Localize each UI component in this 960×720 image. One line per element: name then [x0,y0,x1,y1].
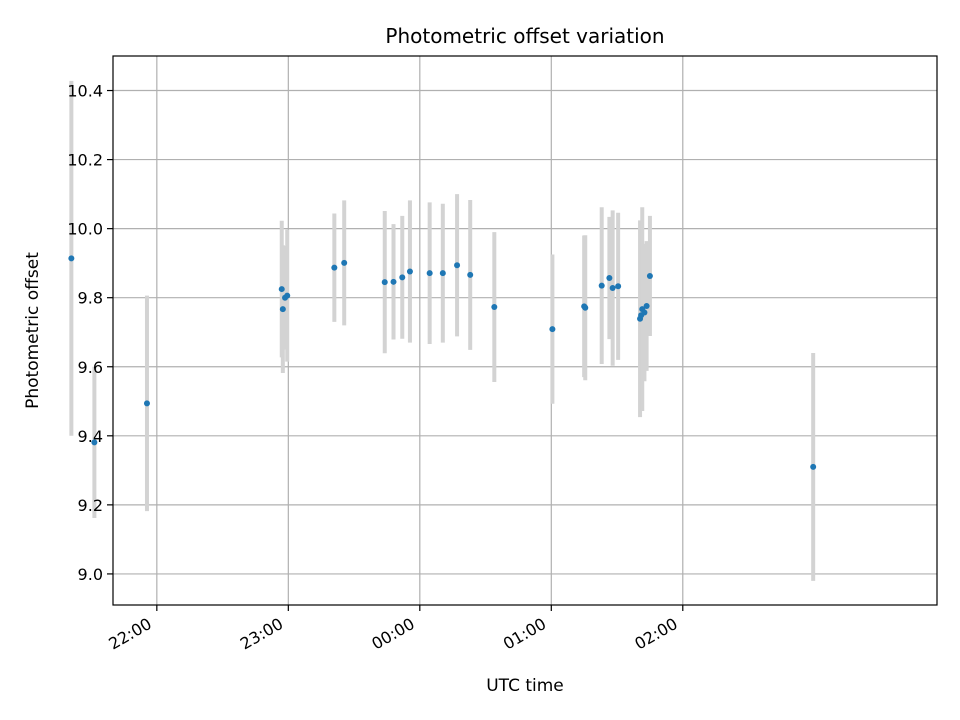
data-point [609,285,616,292]
y-tick-label: 9.8 [78,289,103,308]
data-points [68,255,817,470]
data-point [278,286,285,293]
data-point [68,255,75,262]
data-point [406,268,413,275]
data-point [467,271,474,278]
data-point [598,282,605,289]
y-tick-label: 10.0 [67,220,103,239]
data-point [810,463,817,470]
y-tick-label: 9.6 [78,358,103,377]
data-point [284,292,291,299]
grid [113,56,937,605]
data-point [641,309,648,316]
data-point [549,326,556,333]
y-tick-label: 9.2 [78,496,103,515]
y-tick-label: 10.4 [67,82,103,101]
data-point [615,283,622,290]
data-point [646,272,653,279]
y-tick-label: 9.0 [78,565,103,584]
data-point [390,278,397,285]
data-point [439,270,446,277]
y-axis-label: Photometric offset [23,252,43,409]
data-point [426,270,433,277]
y-axis-ticks: 9.0 9.2 9.4 9.6 9.8 10.0 10.2 10.4 [67,82,113,584]
data-point [279,306,286,313]
data-point [643,302,650,309]
y-tick-label: 10.2 [67,151,103,170]
data-point [341,259,348,266]
data-point [381,279,388,286]
data-point [454,262,461,269]
x-axis-label: UTC time [486,676,564,696]
data-point [399,274,406,281]
data-point [91,439,98,446]
data-point [491,304,498,311]
chart-title: Photometric offset variation [385,24,664,48]
data-point [143,400,150,407]
data-point [582,304,589,311]
data-point [331,264,338,271]
plot-frame [112,55,938,606]
y-tick-label: 9.4 [78,427,103,446]
data-point [606,275,613,282]
